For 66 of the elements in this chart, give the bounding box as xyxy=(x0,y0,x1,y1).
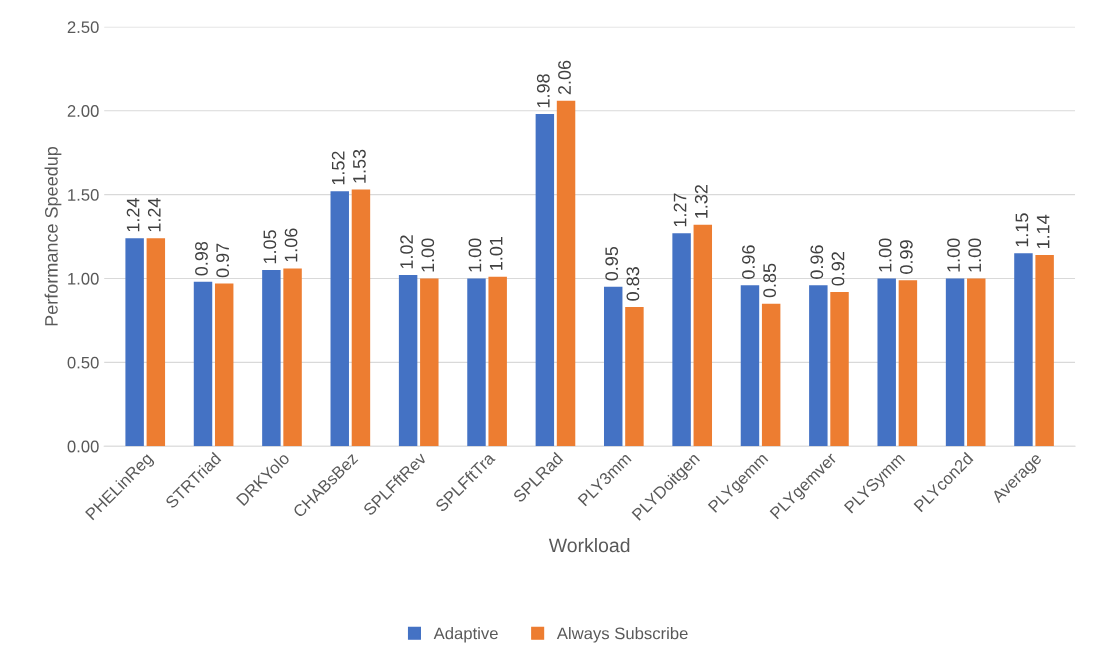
data-label: 1.14 xyxy=(1036,214,1050,249)
bar xyxy=(1035,254,1054,447)
data-label: 1.52 xyxy=(331,151,345,185)
legend-label: Always Subscribe xyxy=(556,627,688,643)
data-label: 1.00 xyxy=(468,238,482,272)
bar xyxy=(146,238,166,447)
data-label: 0.96 xyxy=(810,245,824,279)
data-label: 1.05 xyxy=(263,230,277,264)
data-label: 1.00 xyxy=(878,238,892,272)
data-label: 1.24 xyxy=(147,198,161,232)
data-label: 0.96 xyxy=(742,245,755,279)
bar xyxy=(193,281,213,447)
data-label: 0.83 xyxy=(626,267,640,301)
data-label: 1.53 xyxy=(353,149,366,183)
legend-label: Adaptive xyxy=(433,627,498,643)
x-axis-title: Workload xyxy=(548,537,630,553)
bar xyxy=(351,189,371,447)
data-label: 1.98 xyxy=(536,74,550,108)
data-label: 0.92 xyxy=(831,252,845,286)
bar xyxy=(672,233,691,447)
data-label: 1.27 xyxy=(673,193,687,227)
data-label: 1.01 xyxy=(489,236,503,270)
bar xyxy=(625,306,644,447)
data-label: 2.06 xyxy=(558,60,571,95)
bar xyxy=(488,276,507,447)
y-tick-label: 0.00 xyxy=(67,440,99,453)
data-label: 1.02 xyxy=(400,235,413,269)
bar xyxy=(125,238,144,447)
data-label: 1.06 xyxy=(284,228,298,262)
bar xyxy=(740,285,760,447)
data-label: 0.85 xyxy=(763,263,776,298)
bar xyxy=(761,303,781,447)
data-label: 1.24 xyxy=(126,198,140,232)
bar xyxy=(420,278,439,447)
data-label: 1.32 xyxy=(694,184,708,218)
y-tick-label: 1.50 xyxy=(68,188,99,201)
bar xyxy=(330,191,349,447)
bar xyxy=(535,114,555,447)
bar xyxy=(398,275,418,447)
data-label: 0.98 xyxy=(195,241,208,276)
bar xyxy=(1014,253,1033,447)
bar xyxy=(693,224,713,447)
bar xyxy=(467,278,486,447)
y-tick-label: 2.00 xyxy=(67,105,99,117)
data-label: 1.00 xyxy=(421,238,435,272)
y-tick-label: 0.50 xyxy=(67,356,99,369)
y-tick-label: 2.50 xyxy=(67,21,99,34)
data-label: 1.00 xyxy=(968,238,982,272)
bar xyxy=(877,278,896,447)
bar xyxy=(830,291,849,447)
bar xyxy=(214,283,234,447)
data-label: 1.15 xyxy=(1015,213,1029,247)
bar xyxy=(967,278,986,447)
bar xyxy=(898,280,918,447)
bar xyxy=(556,100,576,447)
bar xyxy=(283,268,302,447)
bar xyxy=(945,278,965,447)
bar xyxy=(809,285,828,447)
bar xyxy=(262,270,281,447)
y-tick-label: 1.00 xyxy=(68,272,99,285)
y-axis-title: Performance Speedup xyxy=(44,146,62,326)
data-label: 0.97 xyxy=(216,243,230,278)
data-label: 0.99 xyxy=(899,240,913,274)
bar xyxy=(604,286,623,447)
data-label: 0.95 xyxy=(605,246,619,281)
data-label: 1.00 xyxy=(947,238,960,272)
